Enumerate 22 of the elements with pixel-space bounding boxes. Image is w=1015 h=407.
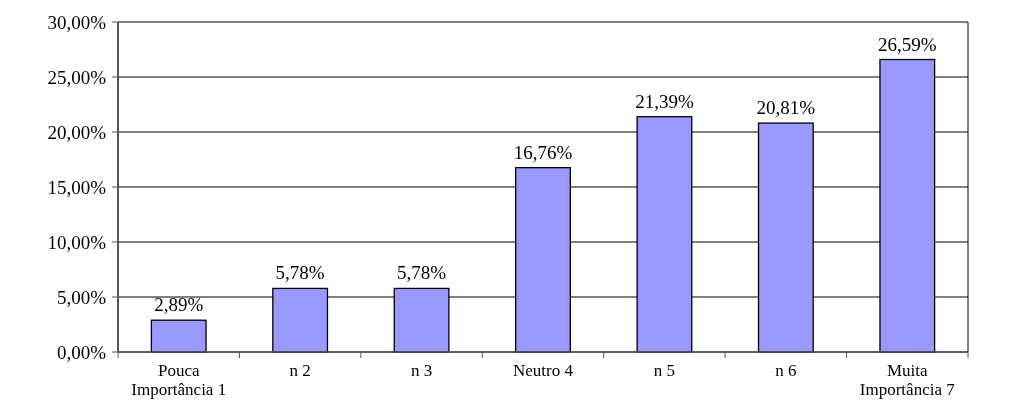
x-tick-label: Muita Importância 7 [859, 361, 956, 399]
x-tick-label: n 2 [289, 361, 311, 380]
data-label: 5,78% [397, 262, 447, 284]
x-tick-label: Neutro 4 [513, 361, 574, 380]
data-label: 26,59% [878, 33, 937, 55]
data-label: 5,78% [275, 262, 325, 284]
x-tick-label: n 3 [410, 361, 433, 380]
data-label: 16,76% [513, 141, 573, 163]
x-tick-label: n 5 [653, 361, 676, 380]
y-tick-label: 30,00% [47, 11, 107, 33]
x-tick-label: n 6 [775, 361, 797, 380]
data-label: 2,89% [154, 294, 204, 316]
y-tick-label: 20,00% [47, 121, 107, 143]
y-tick-label: 5,00% [56, 286, 107, 308]
x-tick-label: Pouca Importância 1 [131, 361, 227, 399]
y-tick-label: 15,00% [47, 176, 107, 198]
y-tick-label: 25,00% [47, 66, 107, 88]
data-label: 20,81% [756, 97, 816, 119]
bar [150, 319, 207, 353]
data-label: 21,39% [635, 90, 694, 112]
y-tick-label: 10,00% [47, 231, 107, 253]
y-tick-label: 0,00% [56, 341, 107, 363]
